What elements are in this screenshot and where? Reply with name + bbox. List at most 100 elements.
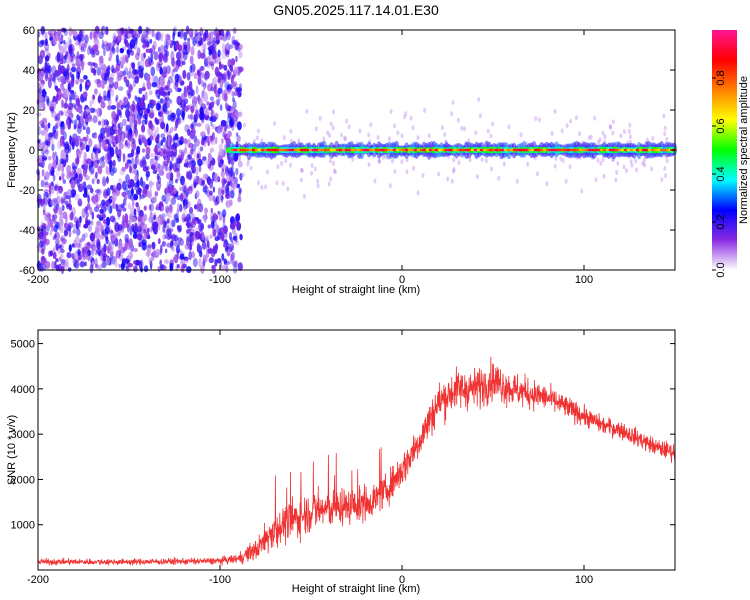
spectrogram-cell (150, 164, 156, 170)
spectrogram-cell (78, 201, 82, 207)
spectrogram-cell (190, 220, 194, 228)
spectrogram-cell (90, 160, 95, 166)
spectrogram-cell (151, 29, 155, 38)
spectrogram-cell (43, 92, 47, 99)
spectrogram-cell (89, 263, 94, 274)
spectrogram-cell (90, 249, 95, 257)
spectrogram-cell (137, 221, 141, 231)
spectrogram-cell (202, 156, 207, 161)
spectrogram-cell (127, 174, 130, 180)
spectrogram-cell (651, 135, 655, 141)
spectrogram-cell (36, 112, 42, 117)
spectrogram-cell (53, 96, 58, 102)
spectrogram-cell (53, 219, 57, 224)
spectrogram-cell (197, 153, 200, 159)
spectrogram-cell (92, 32, 98, 40)
spectrogram-cell (138, 87, 143, 95)
spectrogram-cell (103, 47, 106, 57)
spectrogram-cell (51, 226, 55, 232)
spectrogram-cell (44, 145, 49, 153)
spectrogram-cell (52, 126, 56, 135)
spectrogram-cell (225, 50, 230, 55)
spectrogram-cell (280, 161, 284, 166)
spectrogram-xtick-label: 0 (399, 274, 405, 286)
spectrogram-cell (134, 36, 138, 45)
spectrogram-cell (204, 34, 209, 39)
spectrogram-cell (105, 68, 110, 76)
spectrogram-cell (474, 130, 478, 136)
spectrogram-cell (241, 172, 245, 178)
spectrogram-cell (128, 83, 134, 92)
spectrogram-cell (421, 173, 425, 178)
spectrogram-cell (118, 70, 124, 78)
spectrogram-cell (61, 76, 65, 86)
spectrogram-cell (96, 238, 101, 248)
spectrogram-cell (127, 153, 133, 158)
spectrogram-cell (204, 185, 208, 190)
spectrogram-cell (218, 148, 225, 157)
spectrogram-cell (42, 156, 48, 161)
spectrogram-cell (180, 258, 186, 266)
spectrogram-cell (96, 241, 101, 250)
spectrogram-cell (183, 88, 188, 98)
spectrogram-cell (96, 188, 102, 196)
spectrogram-cell (611, 130, 615, 136)
spectrogram-cell (231, 183, 237, 191)
spectrogram-cell (515, 178, 519, 184)
spectrogram-cell (97, 264, 102, 270)
spectrogram-cell (122, 70, 126, 76)
spectrogram-cell (174, 241, 178, 247)
spectrogram-cell (190, 148, 194, 155)
spectrogram-cell (151, 241, 156, 250)
spectrogram-cell (209, 96, 214, 101)
spectrogram-cell (204, 207, 208, 214)
spectrogram-cell (203, 49, 206, 55)
spectrogram-cell (121, 30, 124, 35)
spectrogram-cell (90, 220, 94, 226)
spectrogram-cell (89, 100, 93, 108)
spectrogram-cell (196, 122, 202, 127)
spectrogram-cell (302, 194, 306, 199)
spectrogram-cell (190, 89, 195, 97)
spectrogram-cell (57, 90, 63, 96)
spectrogram-cell (136, 180, 141, 186)
spectrogram-cell (132, 247, 138, 253)
spectrogram-cell (112, 192, 117, 202)
spectrogram-cell (98, 55, 104, 64)
spectrogram-cell (103, 243, 107, 253)
spectrogram-cell (210, 207, 214, 214)
spectrogram-cell (179, 186, 182, 192)
spectrogram-cell (149, 210, 153, 220)
spectrogram-cell (49, 170, 52, 176)
spectrogram-cell (190, 89, 195, 97)
spectrogram-cell (172, 143, 177, 150)
spectrogram-cell (39, 87, 42, 95)
spectrogram-cell (416, 190, 420, 196)
spectrogram-cell (64, 68, 69, 75)
spectrogram-cell (174, 213, 179, 221)
spectrogram-cell (554, 156, 558, 162)
spectrogram-cell (89, 164, 95, 174)
spectrogram-cell (154, 191, 158, 197)
spectrogram-cell (136, 47, 141, 57)
spectrogram-cell (177, 240, 181, 247)
spectrogram-cell (614, 177, 618, 183)
spectrogram-cell (226, 243, 232, 248)
spectrogram-cell (105, 216, 111, 227)
spectrogram-cell (187, 154, 192, 160)
spectrogram-cell (190, 105, 195, 114)
spectrogram-cell (116, 182, 122, 191)
spectrogram-cell (139, 102, 145, 107)
spectrogram-cell (176, 264, 180, 269)
spectrogram-cell (83, 110, 88, 120)
spectrogram-cell (232, 171, 235, 180)
spectrogram-cell (211, 132, 215, 141)
spectrogram-cell (42, 197, 46, 205)
spectrogram-cell (234, 65, 238, 71)
spectrogram-cell (210, 211, 214, 220)
spectrogram-cell (75, 235, 80, 244)
spectrogram-cell (117, 31, 121, 41)
spectrogram-cell (475, 174, 479, 180)
spectrogram-cell (502, 161, 506, 167)
spectrogram-cell (236, 135, 241, 143)
